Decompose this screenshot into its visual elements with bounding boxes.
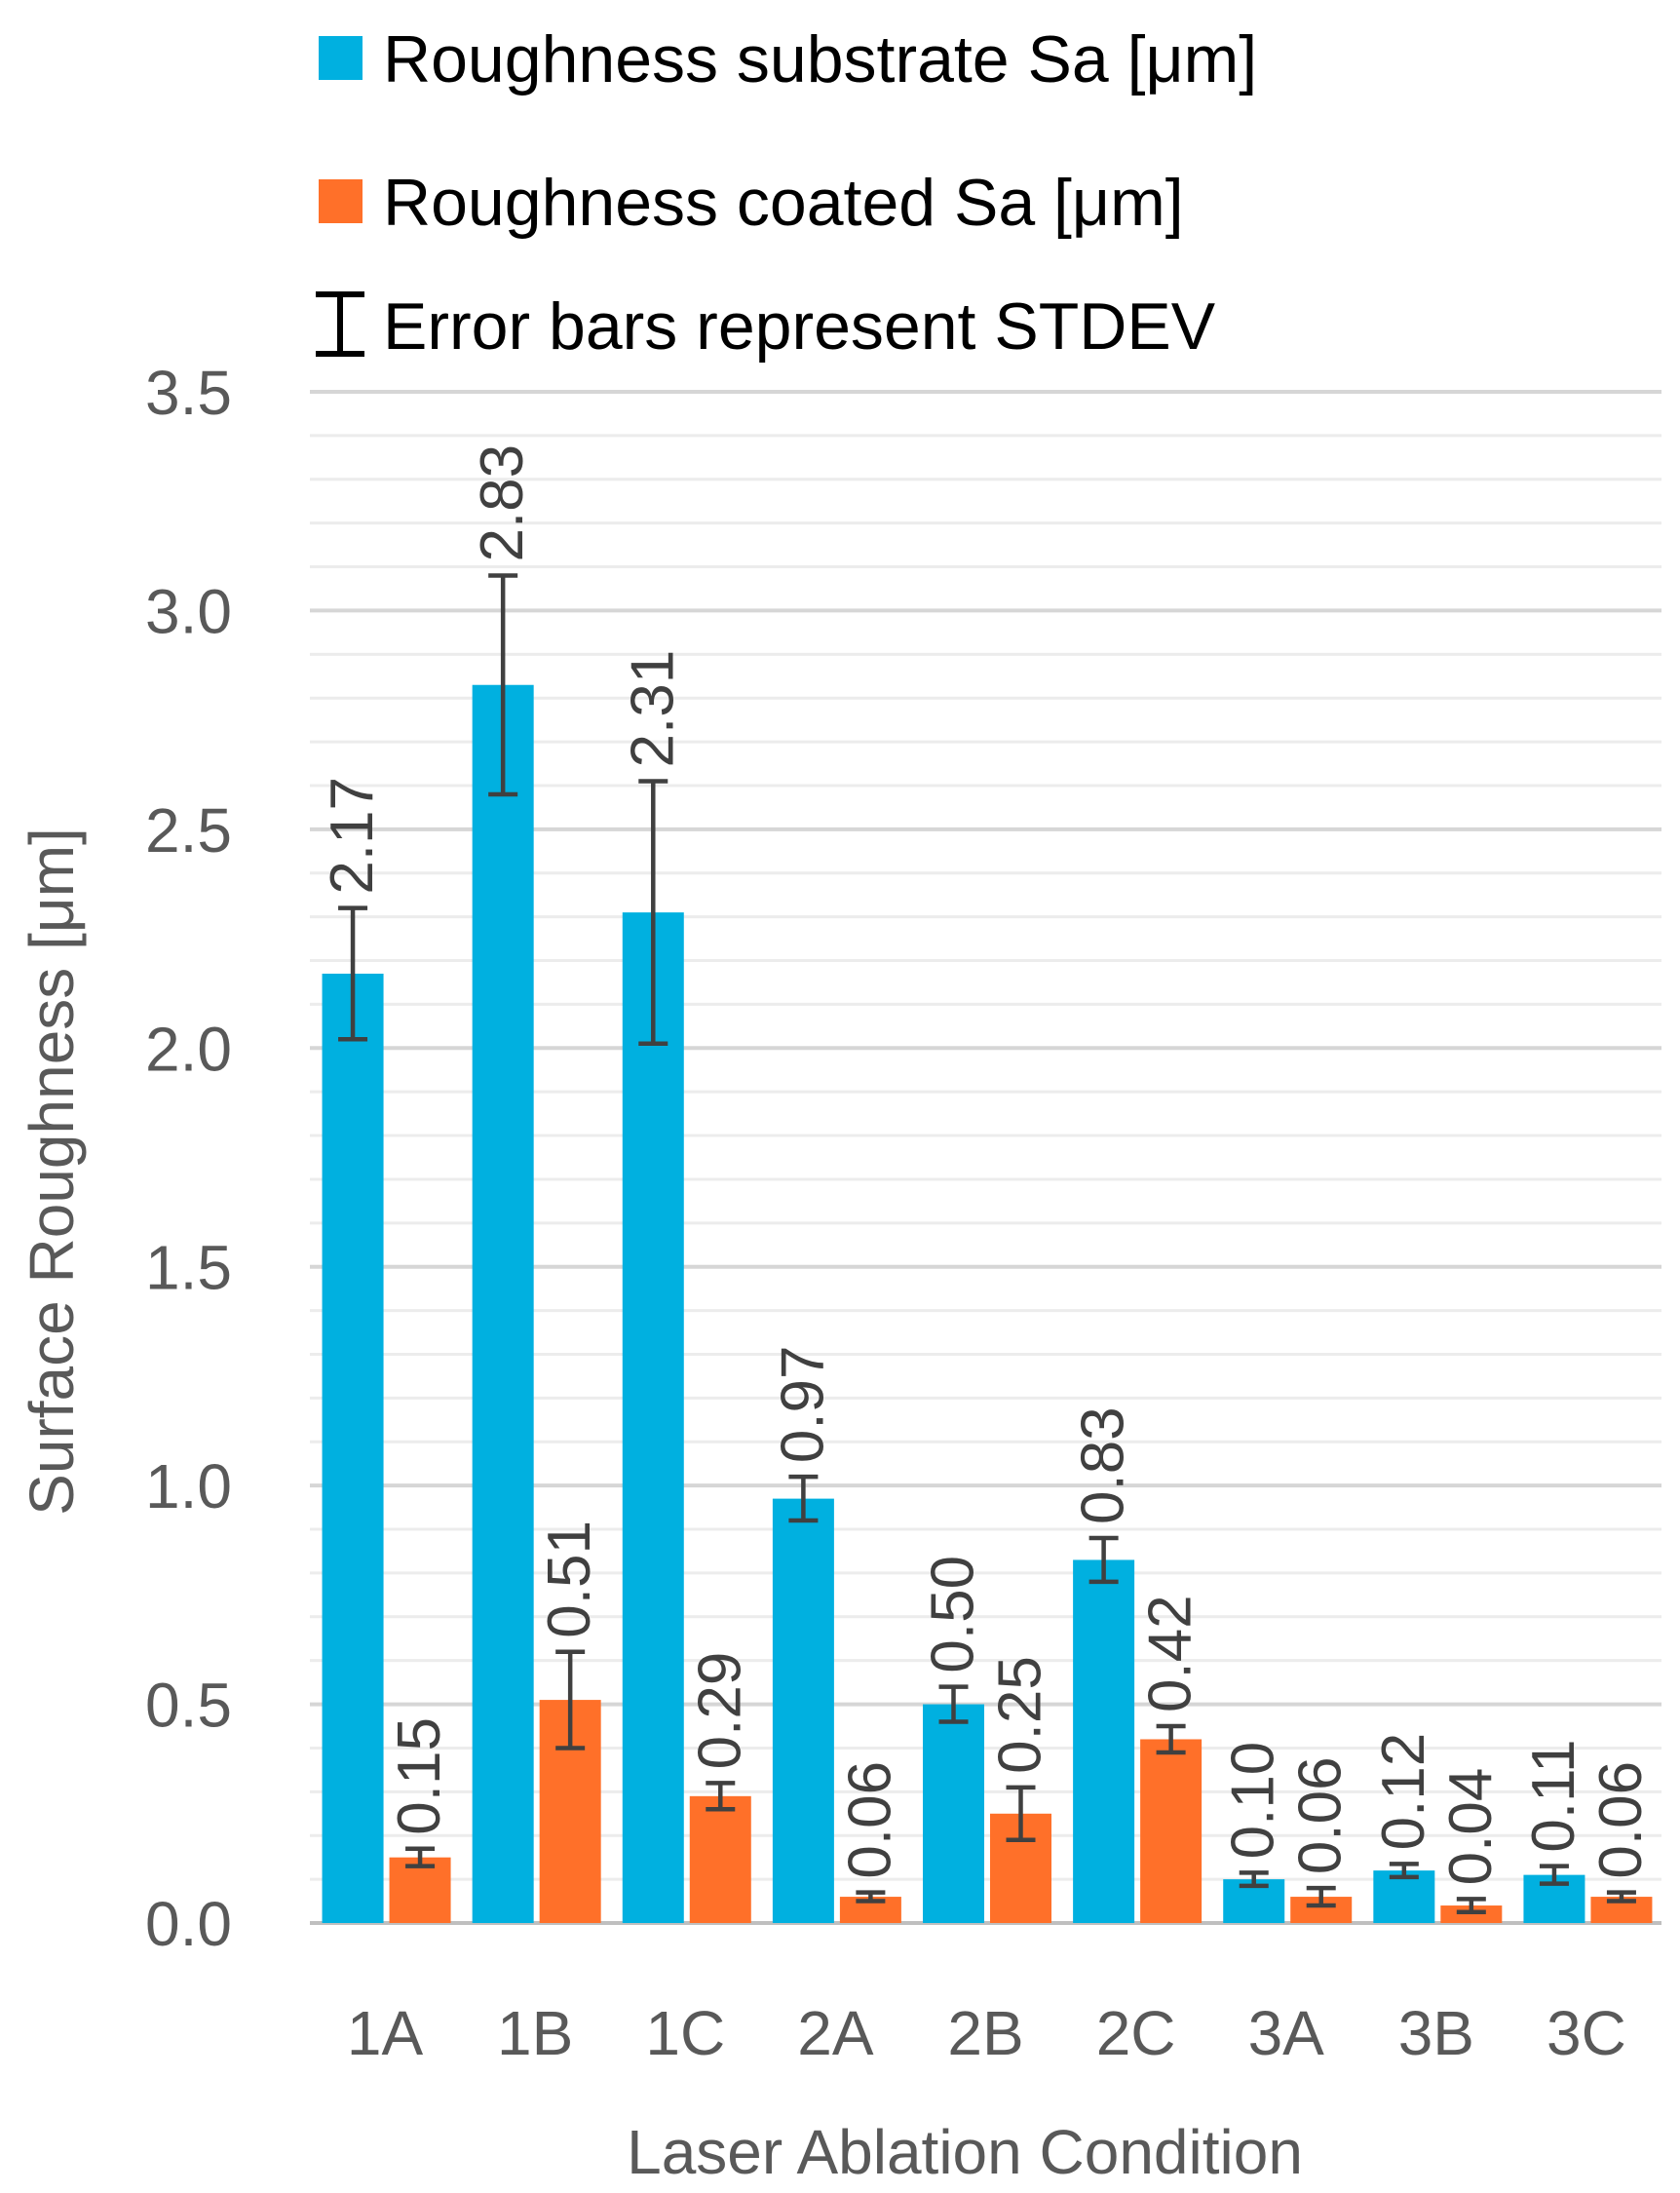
- data-label-coated: 0.06: [1287, 1756, 1355, 1874]
- data-label-substrate: 0.50: [920, 1556, 987, 1674]
- data-labels: 2.17 0.15 2.83 0.51 2.31 0.29 0.97 0.06 0.500.25…: [319, 444, 1655, 1885]
- bar-substrate: [322, 973, 384, 1923]
- error-bar: [405, 1846, 436, 1868]
- y-axis-title: Surface Roughness [μm]: [17, 827, 87, 1516]
- error-bar: [788, 1474, 819, 1523]
- error-bar: [1156, 1723, 1186, 1755]
- y-tick-label: 0.5: [145, 1671, 232, 1741]
- error-bar: [1606, 1890, 1636, 1904]
- error-bar: [638, 779, 668, 1047]
- data-label-coated: 0.06: [836, 1761, 903, 1879]
- error-bar: [1539, 1864, 1569, 1886]
- data-label-substrate: 2.17: [319, 777, 386, 895]
- error-bar: [1006, 1785, 1036, 1842]
- legend-note-error-bars: Error bars represent STDEV: [383, 289, 1216, 364]
- error-bar: [1389, 1862, 1419, 1880]
- x-tick-label: 2A: [797, 1998, 874, 2068]
- data-label-substrate: 2.83: [469, 444, 536, 562]
- bars: [322, 684, 1653, 1923]
- bar-substrate: [622, 912, 684, 1923]
- error-bar-legend-icon: [316, 291, 364, 357]
- y-tick-label: 3.5: [145, 358, 232, 428]
- error-bar: [1306, 1885, 1336, 1908]
- data-label-substrate: 0.10: [1220, 1742, 1287, 1860]
- data-label-substrate: 0.97: [769, 1345, 836, 1463]
- bar-substrate: [472, 684, 534, 1923]
- x-tick-label: 1C: [645, 1998, 725, 2068]
- x-tick-label: 2B: [947, 1998, 1023, 2068]
- y-tick-label: 2.0: [145, 1014, 232, 1084]
- error-bar: [555, 1649, 586, 1751]
- error-bar: [338, 905, 368, 1042]
- bar-substrate: [923, 1704, 984, 1923]
- y-tick-label: 1.5: [145, 1233, 232, 1303]
- x-tick-label: 1B: [497, 1998, 573, 2068]
- gridlines: [310, 390, 1661, 1925]
- legend-label-coated: Roughness coated Sa [μm]: [383, 166, 1184, 240]
- data-label-coated: 0.15: [386, 1717, 453, 1835]
- y-tick-label: 3.0: [145, 576, 232, 646]
- data-label-substrate: 0.83: [1070, 1406, 1137, 1524]
- bar-coated: [1140, 1739, 1203, 1923]
- x-tick-label: 2C: [1096, 1998, 1176, 2068]
- bar-coated: [689, 1795, 751, 1923]
- data-label-substrate: 0.11: [1520, 1740, 1587, 1853]
- data-label-coated: 0.29: [686, 1652, 753, 1770]
- error-bar: [856, 1890, 886, 1904]
- data-label-substrate: 2.31: [619, 650, 686, 768]
- legend: Roughness substrate Sa [μm] Roughness co…: [316, 22, 1257, 364]
- legend-swatch-coated: [319, 179, 363, 223]
- y-axis-ticks: 0.0 0.5 1.0 1.5 2.0 2.5 3.0 3.5: [145, 358, 232, 1959]
- x-tick-label: 1A: [347, 1998, 424, 2068]
- data-label-coated: 0.25: [987, 1656, 1054, 1774]
- legend-swatch-substrate: [319, 36, 363, 80]
- legend-label-substrate: Roughness substrate Sa [μm]: [383, 22, 1257, 96]
- bar-substrate: [1073, 1559, 1135, 1923]
- x-axis-title: Laser Ablation Condition: [627, 2117, 1303, 2187]
- data-label-coated: 0.06: [1587, 1761, 1655, 1879]
- y-tick-label: 0.0: [145, 1889, 232, 1959]
- x-axis-ticks: 1A 1B 1C 2A 2B 2C 3A 3B 3C: [347, 1998, 1626, 2068]
- error-bar: [706, 1781, 736, 1812]
- error-bar: [1088, 1535, 1119, 1585]
- y-tick-label: 1.0: [145, 1451, 232, 1521]
- data-label-coated: 0.42: [1137, 1595, 1204, 1712]
- error-bars: [338, 573, 1636, 1915]
- error-bar: [488, 573, 518, 797]
- data-label-substrate: 0.12: [1370, 1733, 1437, 1851]
- data-label-coated: 0.51: [536, 1520, 603, 1638]
- error-bar: [1456, 1897, 1486, 1915]
- error-bar: [938, 1684, 969, 1724]
- y-tick-label: 2.5: [145, 795, 232, 866]
- x-tick-label: 3A: [1248, 1998, 1325, 2068]
- bar-substrate: [772, 1498, 834, 1923]
- x-tick-label: 3B: [1398, 1998, 1474, 2068]
- error-bar: [1239, 1870, 1269, 1889]
- data-label-coated: 0.04: [1437, 1768, 1505, 1886]
- x-tick-label: 3C: [1546, 1998, 1626, 2068]
